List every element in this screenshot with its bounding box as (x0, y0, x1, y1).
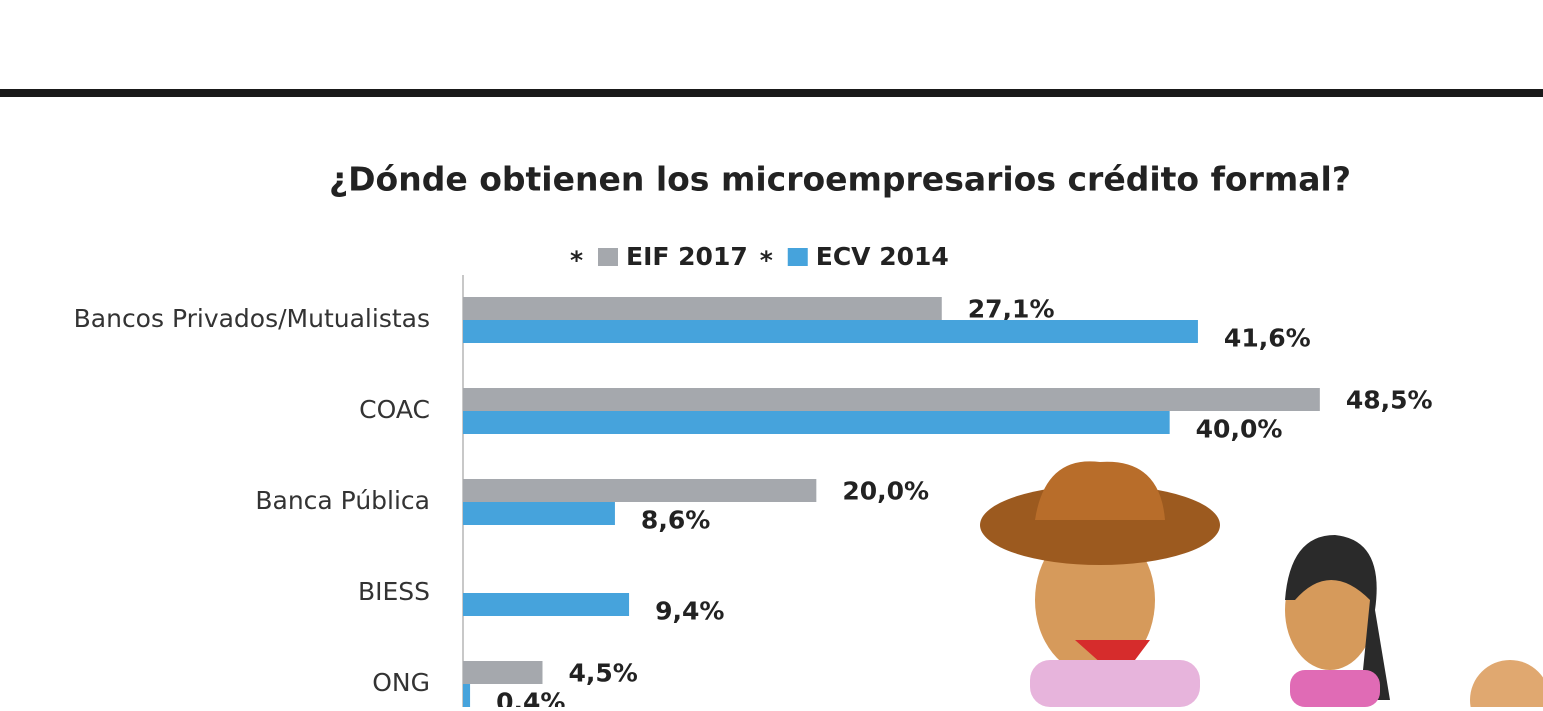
legend-label: EIF 2017 (626, 242, 748, 271)
legend-marker: * (570, 246, 583, 275)
woman-hair (1285, 535, 1390, 700)
value-label: 41,6% (1224, 324, 1311, 353)
legend: * EIF 2017 * ECV 2014 (570, 242, 949, 275)
illustration (980, 461, 1543, 711)
man-shirt (1030, 660, 1200, 707)
bar (463, 479, 817, 502)
category-label: Banca Pública (255, 486, 430, 515)
value-label: 48,5% (1346, 386, 1433, 415)
category-label: Bancos Privados/Mutualistas (74, 304, 430, 333)
bar (463, 411, 1170, 434)
bar (463, 661, 543, 684)
bar (463, 297, 942, 320)
hat-crown (1035, 461, 1165, 520)
value-label: 27,1% (968, 295, 1055, 324)
bar (463, 593, 630, 616)
header-rule (0, 89, 1543, 97)
bar (463, 320, 1198, 343)
bar (463, 684, 471, 707)
value-label: 0,4% (496, 688, 565, 708)
category-label: COAC (359, 395, 430, 424)
category-label: ONG (372, 668, 430, 697)
legend-swatch (598, 248, 618, 266)
bar (463, 502, 615, 525)
legend-marker: * (760, 246, 773, 275)
value-label: 8,6% (641, 506, 710, 535)
value-label: 4,5% (569, 659, 638, 688)
bar (463, 388, 1320, 411)
chart-title: ¿Dónde obtienen los microempresarios cré… (329, 160, 1351, 199)
plot-area: Bancos Privados/Mutualistas 27,1% 41,6% COA… (74, 295, 1433, 711)
legend-label: ECV 2014 (816, 242, 949, 271)
value-label: 9,4% (655, 597, 724, 626)
child-head (1470, 660, 1543, 711)
category-label: BIESS (358, 577, 430, 606)
legend-swatch (787, 248, 808, 266)
woman-dress (1290, 670, 1380, 707)
value-label: 20,0% (842, 477, 929, 506)
value-label: 40,0% (1196, 415, 1283, 444)
